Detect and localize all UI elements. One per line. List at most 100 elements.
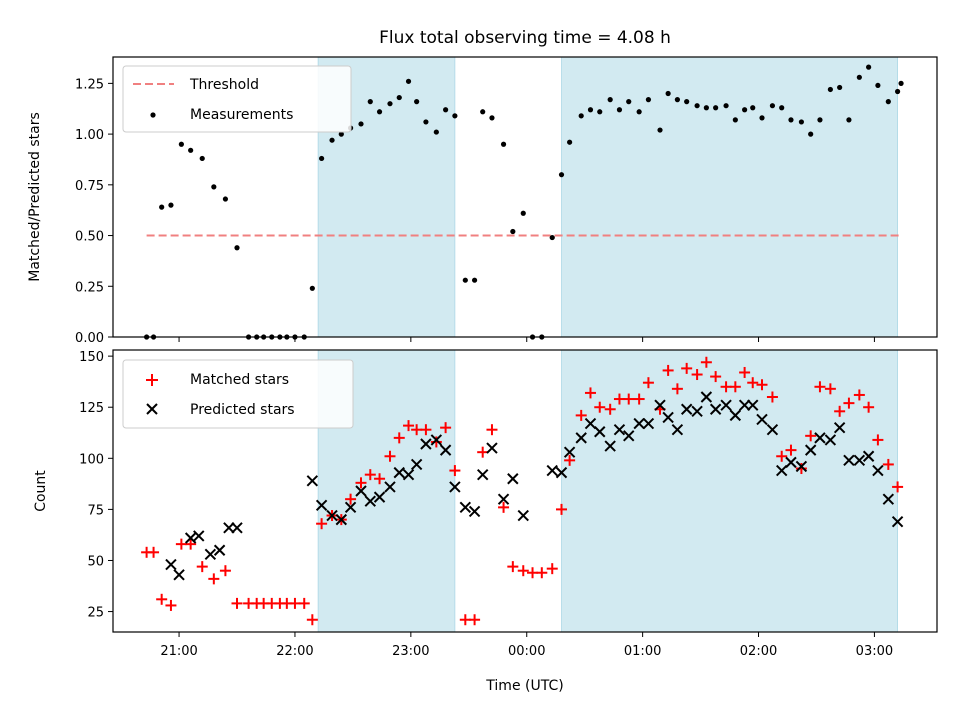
matched-stars-point (364, 469, 376, 481)
predicted-stars-point (623, 430, 635, 442)
matched-stars-point (814, 381, 826, 393)
predicted-stars-point (709, 403, 722, 415)
matched-stars-point (196, 561, 208, 573)
measurement-point (684, 99, 690, 105)
predicted-stars-point (747, 399, 759, 411)
predicted-stars-point (766, 423, 779, 436)
matched-stars-point (156, 593, 168, 605)
predicted-stars-point (384, 481, 396, 493)
measurement-point (779, 105, 785, 111)
measurement-point (405, 78, 412, 84)
top-y-axis-label: Matched/Predicted stars (27, 112, 43, 282)
measurement-point (159, 204, 165, 210)
predicted-stars-point (223, 522, 235, 534)
predicted-stars-point (795, 460, 808, 473)
matched-stars-point (795, 463, 807, 475)
matched-stars-point (604, 403, 616, 415)
matched-stars-point (440, 422, 452, 434)
measurements-legend-swatch (150, 112, 156, 118)
x-tick-label: 03:00 (856, 644, 893, 659)
top-y-tick-label: 1.00 (75, 128, 104, 143)
matched-stars-point (507, 561, 519, 573)
predicted-stars-point (862, 450, 875, 462)
shaded-interval-1 (561, 56, 898, 338)
matched-stars-point (671, 383, 683, 395)
measurement-point (188, 147, 194, 153)
matched-stars-point (486, 424, 498, 436)
measurement-point (423, 119, 429, 125)
matched-stars-point (185, 538, 197, 550)
measurement-point (396, 94, 402, 101)
predicted-stars-point (326, 509, 338, 522)
predicted-stars-point (594, 426, 606, 438)
ratio-panel: 0.00 0.25 0.50 0.75 1.00 1.25 Matched/Predict… (27, 56, 938, 346)
matched-stars-point (633, 393, 645, 405)
measurement-point (703, 105, 709, 111)
matched-stars-point (345, 493, 357, 505)
matched-stars-point (739, 366, 751, 378)
bottom-y-axis-label: Count (33, 470, 49, 512)
x-tick-label: 22:00 (276, 644, 313, 659)
measurement-point (211, 184, 217, 190)
predicted-stars-point (642, 417, 655, 430)
measurement-point (234, 245, 240, 251)
predicted-stars-legend-swatch (146, 403, 158, 415)
x-tick-label: 23:00 (392, 644, 429, 659)
measurement-point (732, 117, 738, 123)
measurement-point (549, 234, 555, 241)
predicted-stars-point (729, 409, 742, 422)
matched-stars-point (546, 563, 558, 575)
shaded-interval-1 (561, 349, 898, 633)
predicted-stars-point (633, 417, 645, 430)
bottom-plot-frame (112, 349, 938, 633)
matched-stars-point (834, 405, 846, 417)
predicted-stars-point (507, 473, 519, 485)
measurement-point (329, 137, 335, 143)
x-tick-label: 02:00 (740, 644, 777, 659)
predicted-stars-point (184, 532, 197, 544)
predicted-stars-legend-label: Predicted stars (190, 402, 295, 418)
matched-stars-point (306, 614, 318, 626)
measurement-point (178, 141, 184, 147)
predicted-stars-point (720, 399, 732, 411)
matched-stars-point (469, 614, 481, 626)
predicted-stars-point (833, 421, 846, 434)
bottom-legend-box (122, 359, 354, 429)
matched-stars-point (355, 477, 367, 489)
matched-stars-point (411, 424, 423, 436)
measurement-point (657, 127, 663, 133)
bot-y-tick-label: 100 (79, 452, 104, 467)
top-shaded-intervals (317, 56, 898, 338)
matched-stars-point (776, 450, 788, 462)
matched-stars-point (843, 397, 855, 409)
measurement-point (817, 117, 823, 123)
measurement-point (798, 119, 805, 125)
predicted-stars-point (662, 411, 674, 424)
measurement-point (674, 97, 680, 103)
matched-stars-point (175, 538, 187, 550)
matched-stars-point (298, 597, 310, 609)
matched-stars-point (766, 391, 778, 403)
bottom-legend: Matched stars Predicted stars (122, 359, 354, 429)
matched-stars-point (289, 597, 301, 609)
top-panel-marks (144, 64, 904, 340)
matched-stars-point (710, 371, 722, 383)
matched-stars-point (756, 379, 768, 391)
matched-stars-point (662, 364, 674, 376)
measurement-point (309, 285, 315, 291)
measurement-point (769, 103, 776, 109)
predicted-stars-point (700, 391, 713, 403)
bottom-panel-axes: 25 50 75 100 125 150 21:00 22:00 23:00 00:00 01:00… (79, 350, 893, 659)
matched-stars-point (642, 377, 654, 389)
top-plot-frame (112, 56, 938, 338)
measurement-point (387, 101, 393, 107)
matched-stars-point (459, 614, 471, 626)
measurement-point (885, 99, 891, 105)
predicted-stars-point (843, 454, 855, 467)
matched-stars-point (403, 420, 415, 432)
matched-stars-point (208, 573, 220, 585)
predicted-stars-point (364, 495, 376, 507)
predicted-stars-point (691, 405, 703, 418)
matched-stars-point (477, 446, 489, 458)
